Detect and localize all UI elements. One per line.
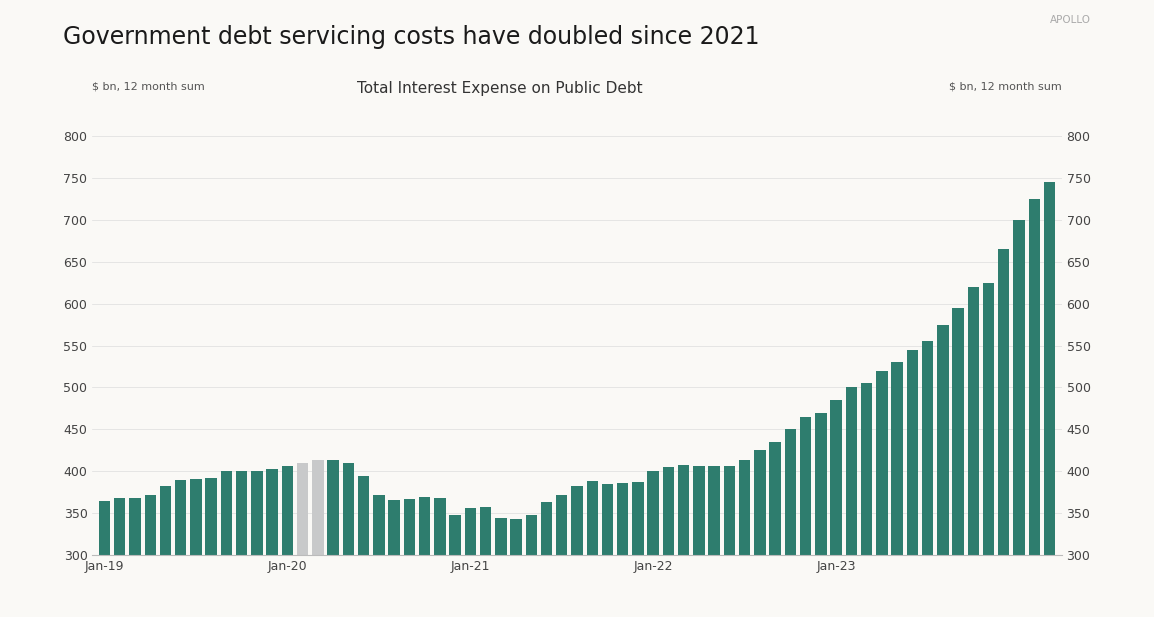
Bar: [313, 460, 323, 555]
Bar: [297, 463, 308, 555]
Text: $ bn, 12 month sum: $ bn, 12 month sum: [92, 81, 205, 91]
Bar: [647, 471, 659, 555]
Bar: [220, 471, 232, 555]
Bar: [891, 362, 902, 555]
Bar: [525, 515, 537, 555]
Bar: [175, 480, 187, 555]
Bar: [510, 520, 522, 555]
Bar: [815, 413, 826, 555]
Bar: [252, 471, 263, 555]
Bar: [343, 463, 354, 555]
Bar: [373, 495, 384, 555]
Bar: [800, 417, 811, 555]
Bar: [998, 249, 1010, 555]
Bar: [267, 469, 278, 555]
Bar: [404, 499, 415, 555]
Bar: [495, 518, 507, 555]
Bar: [328, 460, 339, 555]
Bar: [755, 450, 765, 555]
Bar: [831, 400, 841, 555]
Bar: [694, 465, 705, 555]
Bar: [846, 387, 857, 555]
Bar: [617, 483, 629, 555]
Bar: [114, 499, 126, 555]
Bar: [465, 508, 475, 555]
Bar: [99, 501, 111, 555]
Bar: [434, 499, 445, 555]
Bar: [770, 442, 781, 555]
Bar: [571, 486, 583, 555]
Bar: [983, 283, 995, 555]
Bar: [541, 502, 553, 555]
Bar: [679, 465, 689, 555]
Bar: [861, 383, 872, 555]
Bar: [480, 507, 492, 555]
Bar: [190, 479, 202, 555]
Bar: [937, 325, 949, 555]
Bar: [1043, 182, 1055, 555]
Bar: [724, 466, 735, 555]
Bar: [129, 499, 141, 555]
Bar: [144, 495, 156, 555]
Bar: [586, 481, 598, 555]
Bar: [449, 515, 460, 555]
Bar: [205, 478, 217, 555]
Bar: [922, 341, 934, 555]
Bar: [358, 476, 369, 555]
Bar: [785, 429, 796, 555]
Bar: [876, 371, 887, 555]
Bar: [1013, 220, 1025, 555]
Text: $ bn, 12 month sum: $ bn, 12 month sum: [949, 81, 1062, 91]
Bar: [739, 460, 750, 555]
Text: APOLLO: APOLLO: [1049, 15, 1091, 25]
Bar: [389, 500, 399, 555]
Bar: [282, 466, 293, 555]
Bar: [632, 482, 644, 555]
Bar: [556, 495, 568, 555]
Bar: [159, 486, 171, 555]
Bar: [662, 467, 674, 555]
Bar: [709, 466, 720, 555]
Bar: [907, 350, 919, 555]
Bar: [419, 497, 430, 555]
Bar: [952, 308, 964, 555]
Bar: [235, 471, 247, 555]
Bar: [1028, 199, 1040, 555]
Bar: [967, 287, 979, 555]
Text: Total Interest Expense on Public Debt: Total Interest Expense on Public Debt: [357, 81, 643, 96]
Bar: [601, 484, 613, 555]
Text: Government debt servicing costs have doubled since 2021: Government debt servicing costs have dou…: [63, 25, 760, 49]
